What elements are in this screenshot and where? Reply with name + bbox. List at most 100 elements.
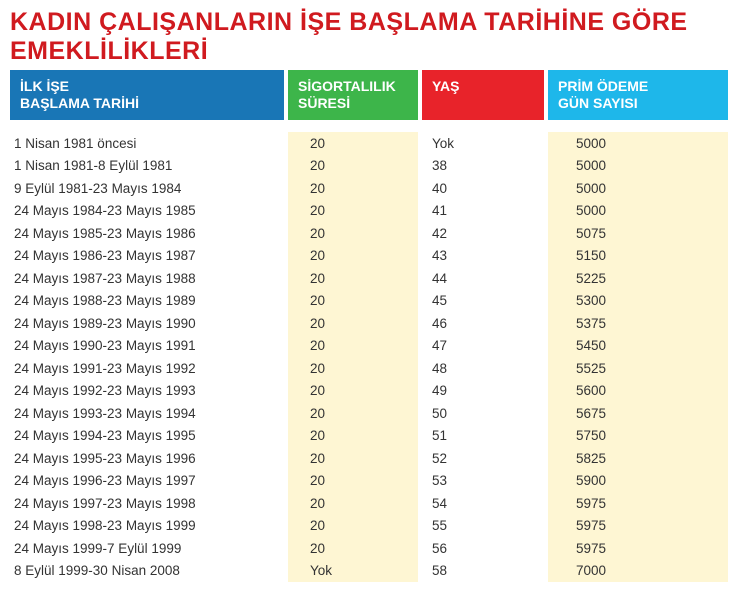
table-row: 24 Mayıs 1986-23 Mayıs 198720435150 [10,245,728,268]
table-cell: 5000 [548,177,728,200]
table-cell: 20 [288,470,422,493]
table-cell: 45 [422,290,548,313]
table-row: 24 Mayıs 1988-23 Mayıs 198920455300 [10,290,728,313]
table-cell: 5150 [548,245,728,268]
table-row: 24 Mayıs 1990-23 Mayıs 199120475450 [10,335,728,358]
table-cell: 5525 [548,357,728,380]
table-cell: 5900 [548,470,728,493]
table-cell: 20 [288,402,422,425]
table-cell: 42 [422,222,548,245]
table-cell: 38 [422,155,548,178]
table-cell: 1 Nisan 1981-8 Eylül 1981 [10,155,288,178]
table-cell: 5375 [548,312,728,335]
table-cell: 20 [288,492,422,515]
table-cell: 20 [288,425,422,448]
table-cell: 5975 [548,492,728,515]
table-cell: 46 [422,312,548,335]
table-cell: 24 Mayıs 1991-23 Mayıs 1992 [10,357,288,380]
table-row: 24 Mayıs 1991-23 Mayıs 199220485525 [10,357,728,380]
table-cell: 5975 [548,537,728,560]
table-cell: 5450 [548,335,728,358]
table-cell: 55 [422,515,548,538]
table-row: 1 Nisan 1981 öncesi20Yok5000 [10,132,728,155]
table-cell: 5600 [548,380,728,403]
table-cell: 20 [288,515,422,538]
table-header-row: İLK İŞE BAŞLAMA TARİHİ SİGORTALILIK SÜRE… [10,70,728,120]
header-cell-age: YAŞ [422,70,548,120]
table-cell: 54 [422,492,548,515]
table-cell: 58 [422,560,548,583]
table-container: KADIN ÇALIŞANLARIN İŞE BAŞLAMA TARİHİNE … [0,0,738,596]
table-row: 24 Mayıs 1994-23 Mayıs 199520515750 [10,425,728,448]
table-cell: 53 [422,470,548,493]
table-row: 24 Mayıs 1997-23 Mayıs 199820545975 [10,492,728,515]
header-cell-insurance-duration: SİGORTALILIK SÜRESİ [288,70,422,120]
table-cell: Yok [288,560,422,583]
table-cell: 51 [422,425,548,448]
header-label: SÜRESİ [298,95,408,112]
table-cell: 5675 [548,402,728,425]
table-row: 1 Nisan 1981-8 Eylül 198120385000 [10,155,728,178]
table-cell: 24 Mayıs 1989-23 Mayıs 1990 [10,312,288,335]
table-row: 24 Mayıs 1993-23 Mayıs 199420505675 [10,402,728,425]
table-row: 24 Mayıs 1985-23 Mayıs 198620425075 [10,222,728,245]
table-cell: 20 [288,537,422,560]
table-cell: 5825 [548,447,728,470]
table-cell: 50 [422,402,548,425]
table-cell: 24 Mayıs 1992-23 Mayıs 1993 [10,380,288,403]
table-cell: 5075 [548,222,728,245]
table-row: 24 Mayıs 1989-23 Mayıs 199020465375 [10,312,728,335]
table-row: 9 Eylül 1981-23 Mayıs 198420405000 [10,177,728,200]
table-body: 1 Nisan 1981 öncesi20Yok50001 Nisan 1981… [10,132,728,582]
table-cell: 20 [288,335,422,358]
table-cell: Yok [422,132,548,155]
table-row: 24 Mayıs 1998-23 Mayıs 199920555975 [10,515,728,538]
table-row: 8 Eylül 1999-30 Nisan 2008Yok587000 [10,560,728,583]
table-cell: 41 [422,200,548,223]
table-cell: 20 [288,267,422,290]
table-cell: 20 [288,155,422,178]
header-label: GÜN SAYISI [558,95,718,112]
table-cell: 24 Mayıs 1990-23 Mayıs 1991 [10,335,288,358]
table-cell: 48 [422,357,548,380]
table-cell: 24 Mayıs 1985-23 Mayıs 1986 [10,222,288,245]
table-cell: 9 Eylül 1981-23 Mayıs 1984 [10,177,288,200]
table-row: 24 Mayıs 1984-23 Mayıs 198520415000 [10,200,728,223]
table-cell: 20 [288,312,422,335]
table-cell: 24 Mayıs 1984-23 Mayıs 1985 [10,200,288,223]
table-cell: 49 [422,380,548,403]
table-cell: 20 [288,290,422,313]
table-cell: 7000 [548,560,728,583]
table-cell: 24 Mayıs 1996-23 Mayıs 1997 [10,470,288,493]
table-cell: 20 [288,357,422,380]
table-cell: 52 [422,447,548,470]
table-cell: 8 Eylül 1999-30 Nisan 2008 [10,560,288,583]
table-cell: 24 Mayıs 1993-23 Mayıs 1994 [10,402,288,425]
main-title: KADIN ÇALIŞANLARIN İŞE BAŞLAMA TARİHİNE … [10,8,728,66]
table-cell: 20 [288,380,422,403]
table-cell: 20 [288,132,422,155]
table-cell: 40 [422,177,548,200]
table-cell: 24 Mayıs 1987-23 Mayıs 1988 [10,267,288,290]
table-cell: 24 Mayıs 1997-23 Mayıs 1998 [10,492,288,515]
table-cell: 20 [288,447,422,470]
table-cell: 5000 [548,132,728,155]
table-cell: 5000 [548,155,728,178]
table-cell: 24 Mayıs 1994-23 Mayıs 1995 [10,425,288,448]
header-label: YAŞ [432,78,534,95]
table-row: 24 Mayıs 1987-23 Mayıs 198820445225 [10,267,728,290]
table-cell: 24 Mayıs 1995-23 Mayıs 1996 [10,447,288,470]
table-row: 24 Mayıs 1992-23 Mayıs 199320495600 [10,380,728,403]
header-label: SİGORTALILIK [298,78,408,95]
table-cell: 24 Mayıs 1999-7 Eylül 1999 [10,537,288,560]
table-row: 24 Mayıs 1995-23 Mayıs 199620525825 [10,447,728,470]
table-cell: 24 Mayıs 1998-23 Mayıs 1999 [10,515,288,538]
table-cell: 20 [288,245,422,268]
header-label: PRİM ÖDEME [558,78,718,95]
table-cell: 20 [288,177,422,200]
table-cell: 5000 [548,200,728,223]
header-cell-premium-days: PRİM ÖDEME GÜN SAYISI [548,70,728,120]
header-label: BAŞLAMA TARİHİ [20,95,274,112]
table-row: 24 Mayıs 1996-23 Mayıs 199720535900 [10,470,728,493]
table-cell: 47 [422,335,548,358]
